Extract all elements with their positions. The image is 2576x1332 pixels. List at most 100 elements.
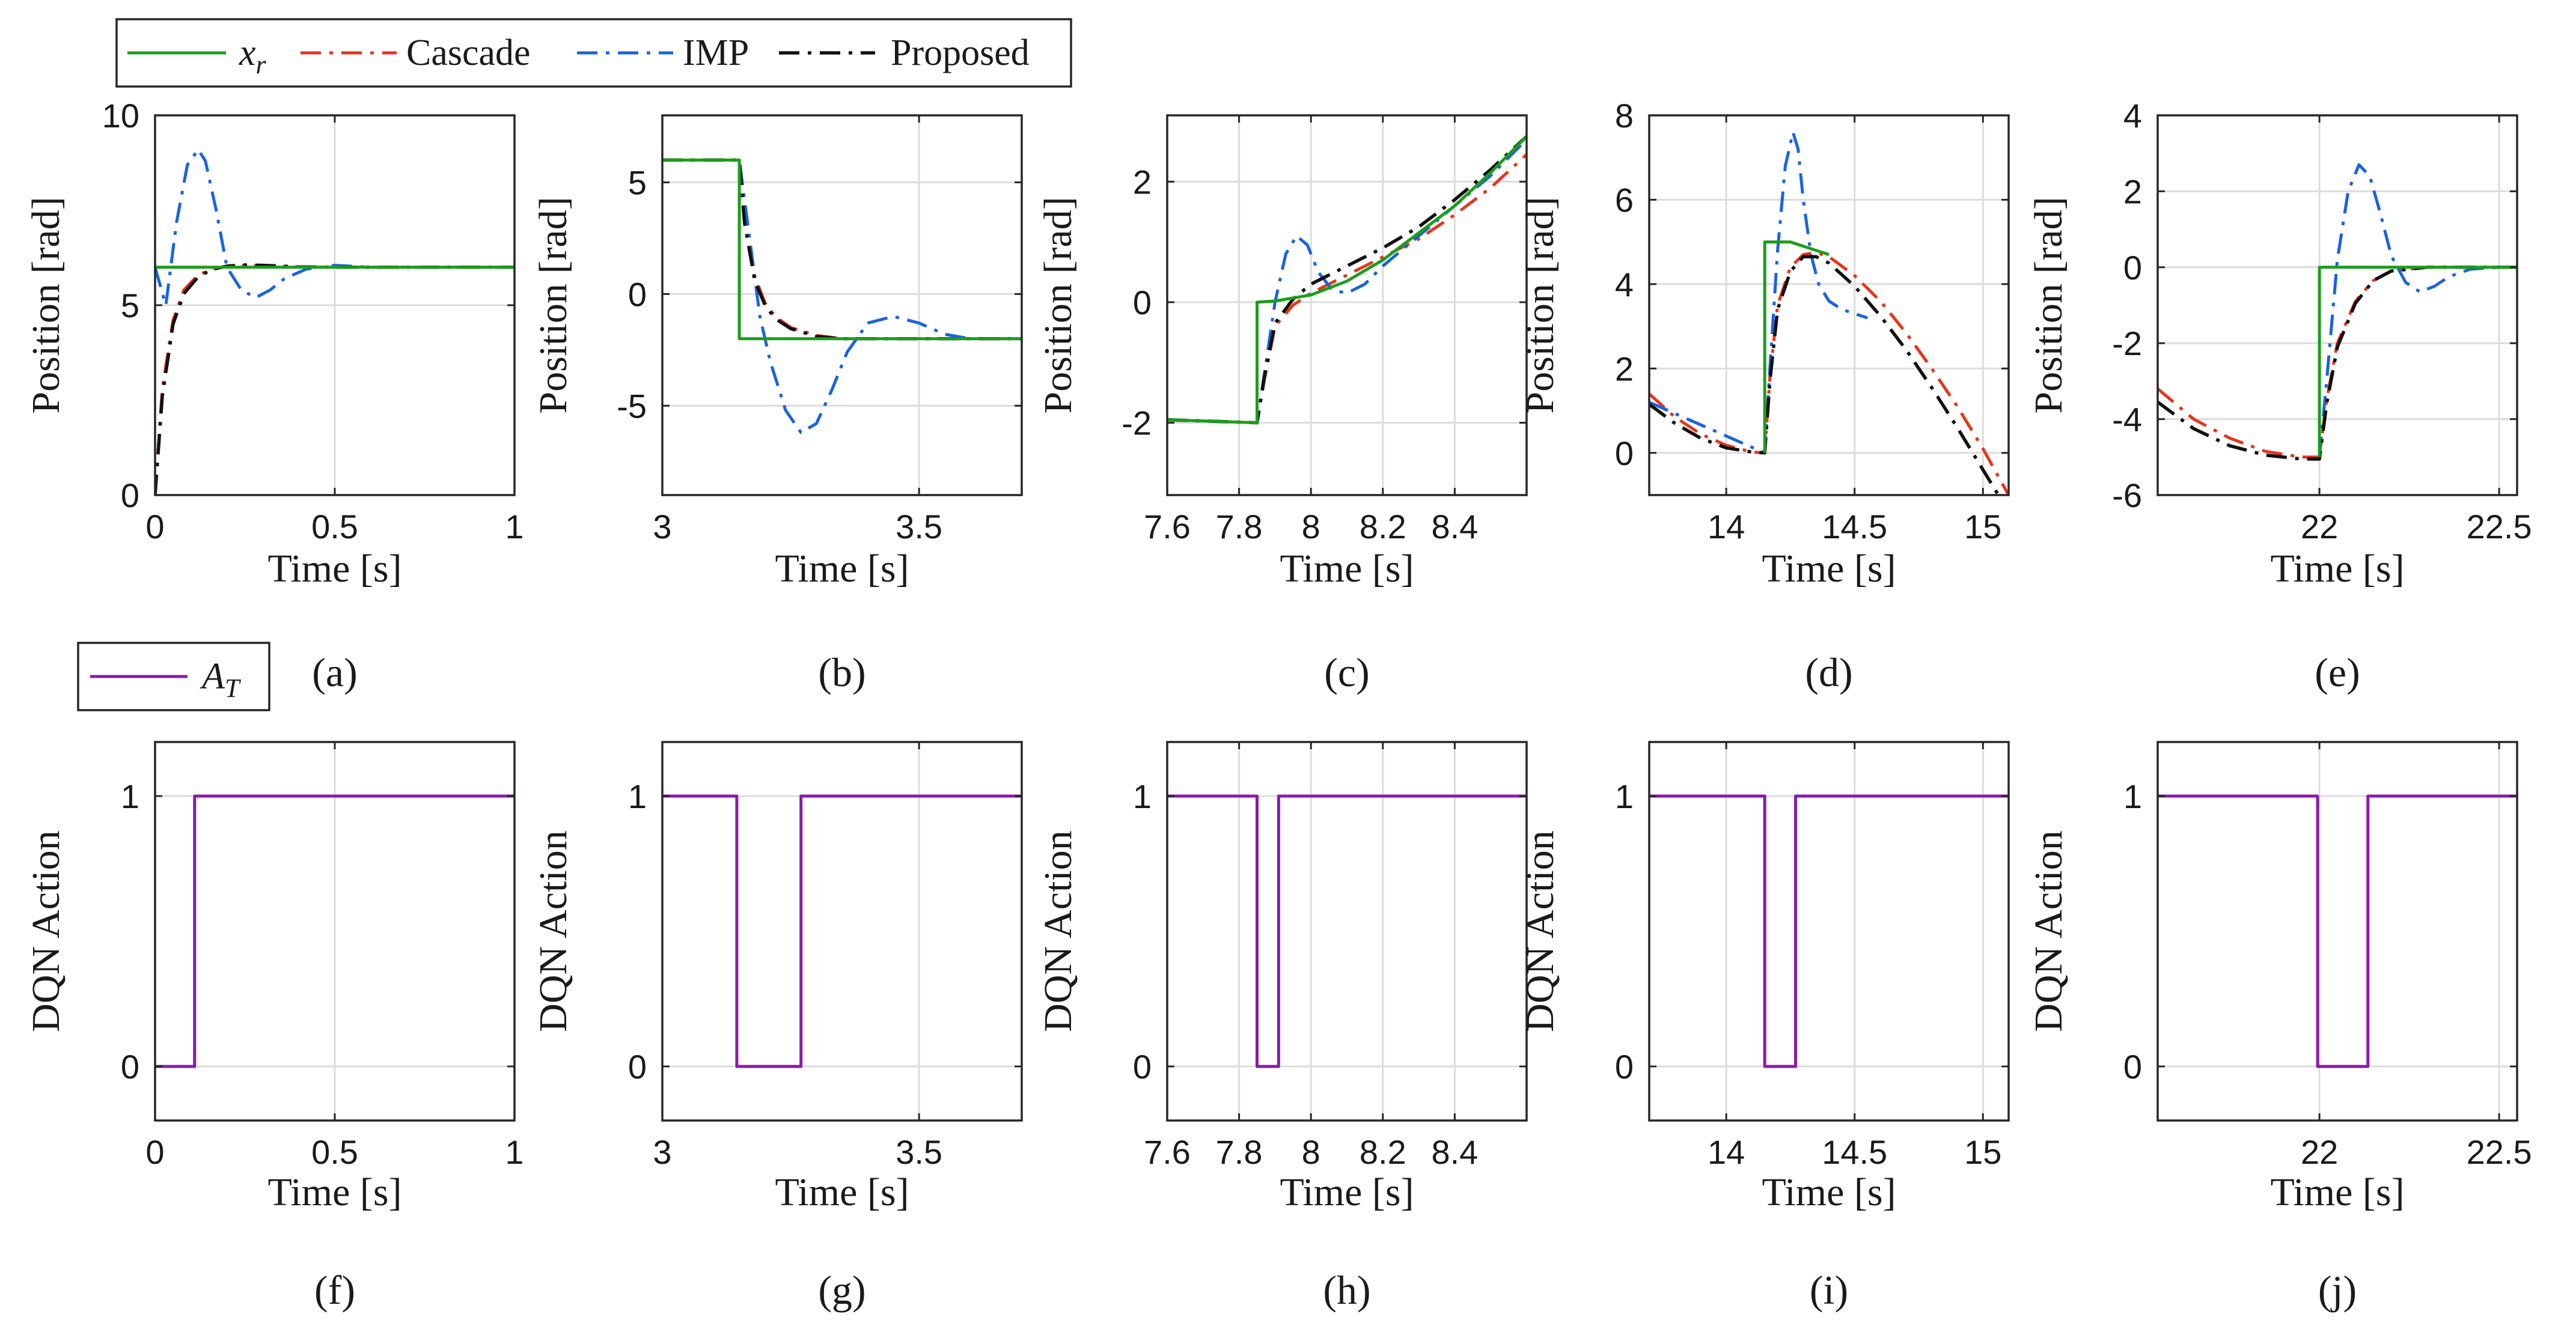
y-axis-label: DQN Action <box>1518 830 1562 1032</box>
x-tick-label: 22.5 <box>2467 508 2532 546</box>
series-line-imp <box>1649 130 1868 455</box>
y-tick-label: 1 <box>1133 777 1152 815</box>
y-axis-label: DQN Action <box>531 830 575 1032</box>
y-tick-label: 2 <box>1615 350 1634 388</box>
series-line-cascade <box>662 158 1022 341</box>
x-axis-label: Time [s] <box>2270 547 2404 591</box>
y-tick-label: 0 <box>628 275 647 313</box>
panel-label: (d) <box>1805 649 1852 695</box>
series-line-imp <box>2318 163 2517 458</box>
y-axis-label: DQN Action <box>1036 830 1080 1032</box>
panel-label: (e) <box>2315 649 2360 695</box>
series-line-cascade <box>2158 266 2517 459</box>
x-tick-label: 7.8 <box>1216 508 1263 546</box>
series-line-at <box>662 794 1022 1068</box>
series-line-at <box>155 794 514 1068</box>
series-line-imp <box>662 158 1022 434</box>
x-tick-label: 3 <box>653 508 671 546</box>
y-tick-label: 0 <box>121 1048 139 1086</box>
subplot: 0 0.5 1 0 1 Time [s] DQN Action (f) <box>24 741 524 1313</box>
x-tick-label: 14 <box>1708 508 1745 546</box>
series-line-xr <box>1763 240 1830 453</box>
series-line-proposed <box>1167 135 1527 425</box>
subplot: 22 22.5 0 1 Time [s] DQN Action (j) <box>2027 741 2532 1313</box>
legend-label: AT <box>200 656 242 703</box>
y-tick-label: 2 <box>2123 172 2142 210</box>
x-tick-label: 0 <box>145 1133 164 1171</box>
series-line-at <box>2158 794 2517 1068</box>
x-tick-label: 8.2 <box>1360 508 1406 546</box>
panel-label: (f) <box>314 1267 355 1313</box>
x-tick-label: 14 <box>1708 1133 1745 1171</box>
x-tick-label: 7.8 <box>1216 1133 1263 1171</box>
axes-frame <box>1648 741 2010 1122</box>
axes-frame <box>1648 114 2010 496</box>
panel-label: (a) <box>312 649 357 695</box>
y-tick-label: 1 <box>2123 777 2142 815</box>
y-tick-label: -5 <box>617 387 647 425</box>
series-line-xr <box>662 158 1022 341</box>
x-axis-label: Time [s] <box>775 1170 909 1214</box>
y-tick-label: 0 <box>121 476 139 514</box>
x-axis-label: Time [s] <box>267 1170 401 1214</box>
x-tick-label: 8.4 <box>1431 508 1478 546</box>
y-axis-label: DQN Action <box>24 830 68 1032</box>
x-tick-label: 14.5 <box>1822 508 1887 546</box>
series-line-proposed <box>662 158 1022 341</box>
series-line-at <box>1649 794 2009 1068</box>
x-tick-label: 8 <box>1302 508 1320 546</box>
y-tick-label: 0 <box>628 1048 647 1086</box>
x-tick-label: 14.5 <box>1822 1133 1887 1171</box>
y-tick-label: 0 <box>1133 284 1152 321</box>
legend-label: IMP <box>683 32 749 73</box>
x-axis-label: Time [s] <box>1762 1170 1896 1214</box>
y-tick-label: 5 <box>628 164 647 202</box>
subplot: 7.6 7.8 8 8.2 8.4 -2 0 2 Time [s] Position [rad] (… <box>1036 114 1528 695</box>
x-tick-label: 15 <box>1964 1133 2001 1171</box>
subplot: 14 14.5 15 0 2 4 6 8 Time [s] Position [rad] (d) <box>1518 97 2010 695</box>
x-tick-label: 22 <box>2301 1133 2338 1171</box>
series-line-at <box>1167 794 1527 1068</box>
y-tick-label: 0 <box>1615 434 1634 472</box>
y-axis-label: Position [rad] <box>2027 196 2071 413</box>
y-tick-label: 0 <box>2123 249 2142 287</box>
y-axis-label: Position [rad] <box>1518 196 1562 413</box>
legend-label: Cascade <box>406 32 531 73</box>
subplot: 3 3.5 -5 0 5 Time [s] Position [rad] (b) <box>531 114 1023 695</box>
y-tick-label: 0 <box>1133 1048 1152 1086</box>
y-tick-label: -4 <box>2112 401 2142 439</box>
axes-frame <box>1166 114 1528 496</box>
legend-label: xr <box>239 32 267 79</box>
panel-label: (j) <box>2318 1267 2357 1313</box>
y-tick-label: 1 <box>628 777 647 815</box>
axes-frame <box>2156 741 2518 1122</box>
x-tick-label: 22 <box>2301 508 2338 546</box>
series-line-proposed <box>2158 266 2517 461</box>
legends: xr Cascade IMP Proposed AT <box>77 18 1072 711</box>
legend-top: xr Cascade IMP Proposed <box>115 18 1072 88</box>
y-tick-label: 8 <box>1615 97 1634 135</box>
panel-label: (i) <box>1810 1267 1848 1313</box>
x-axis-label: Time [s] <box>267 547 401 591</box>
y-tick-label: 0 <box>2123 1048 2142 1086</box>
x-tick-label: 1 <box>505 1133 523 1171</box>
x-tick-label: 0 <box>145 508 164 546</box>
x-tick-label: 1 <box>505 508 523 546</box>
x-axis-label: Time [s] <box>775 547 909 591</box>
y-tick-label: 0 <box>1615 1048 1634 1086</box>
panel-label: (b) <box>818 649 865 695</box>
x-tick-label: 15 <box>1964 508 2001 546</box>
y-tick-label: -2 <box>1122 404 1152 442</box>
panel-label: (h) <box>1323 1267 1370 1313</box>
subplot: 14 14.5 15 0 1 Time [s] DQN Action (i) <box>1518 741 2010 1313</box>
axes-frame <box>661 114 1023 496</box>
series-line-cascade <box>1167 153 1527 425</box>
subplot: 3 3.5 0 1 Time [s] DQN Action (g) <box>531 741 1023 1313</box>
y-tick-label: -6 <box>2112 476 2142 514</box>
x-tick-label: 22.5 <box>2467 1133 2532 1171</box>
x-tick-label: 7.6 <box>1144 1133 1191 1171</box>
axes-frame <box>661 741 1023 1122</box>
y-tick-label: 4 <box>1615 266 1634 303</box>
x-tick-label: 3 <box>653 1133 671 1171</box>
